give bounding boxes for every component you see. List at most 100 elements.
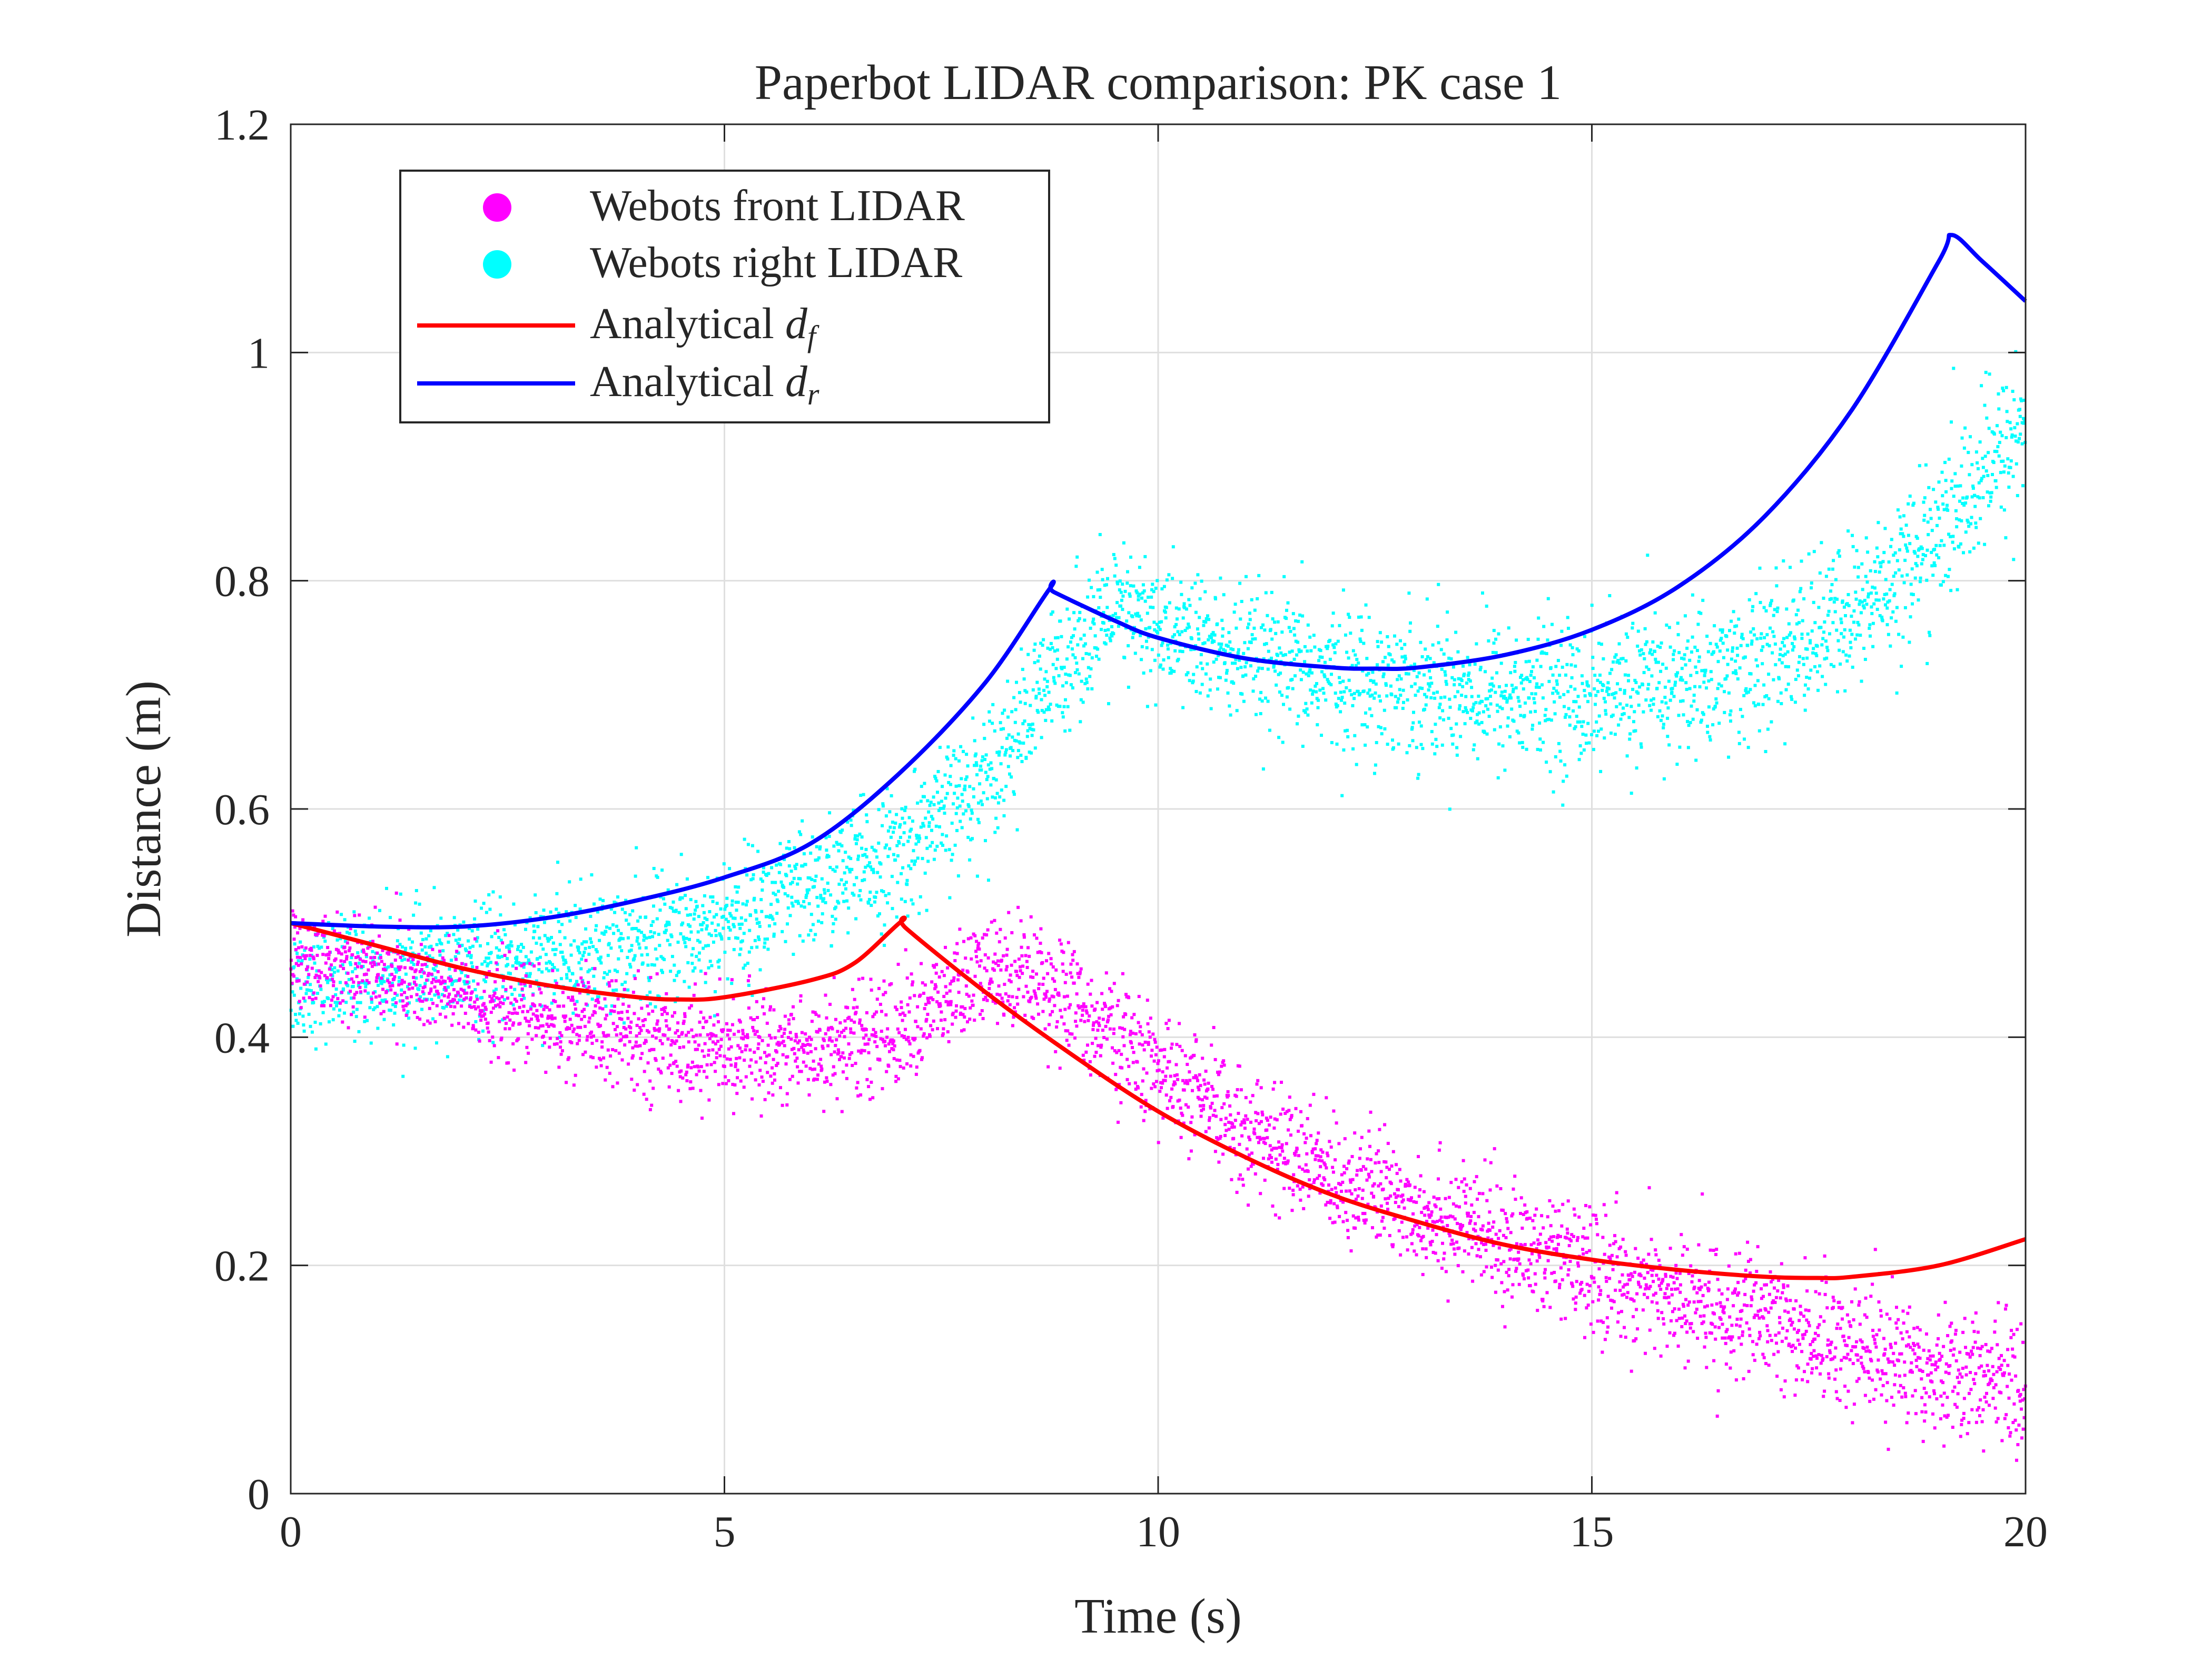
scatter-point bbox=[507, 1011, 511, 1014]
scatter-point bbox=[843, 1056, 846, 1060]
scatter-point bbox=[780, 1041, 784, 1045]
scatter-point bbox=[569, 999, 573, 1002]
scatter-point bbox=[631, 1046, 635, 1050]
scatter-point bbox=[733, 925, 736, 929]
scatter-point bbox=[903, 821, 906, 825]
scatter-point bbox=[457, 1022, 460, 1025]
scatter-point bbox=[1864, 536, 1868, 540]
scatter-point bbox=[853, 837, 857, 841]
scatter-point bbox=[1338, 624, 1341, 627]
scatter-point bbox=[548, 937, 551, 941]
scatter-point bbox=[508, 943, 512, 947]
scatter-point bbox=[857, 894, 861, 897]
scatter-point bbox=[1035, 680, 1039, 684]
scatter-point bbox=[528, 972, 532, 975]
scatter-point bbox=[344, 1001, 348, 1004]
scatter-point bbox=[837, 849, 841, 853]
scatter-point bbox=[355, 975, 359, 979]
scatter-point bbox=[1109, 639, 1112, 643]
scatter-point bbox=[1180, 630, 1184, 634]
scatter-point bbox=[1333, 651, 1337, 655]
scatter-point bbox=[390, 964, 394, 968]
scatter-point bbox=[903, 900, 907, 903]
scatter-point bbox=[1033, 661, 1036, 665]
scatter-point bbox=[452, 980, 456, 983]
scatter-point bbox=[1877, 521, 1880, 525]
scatter-point bbox=[739, 1079, 743, 1083]
scatter-point bbox=[978, 782, 982, 786]
scatter-point bbox=[558, 930, 561, 933]
scatter-point bbox=[712, 940, 715, 944]
scatter-point bbox=[644, 915, 648, 919]
scatter-point bbox=[476, 936, 479, 940]
scatter-point bbox=[828, 811, 832, 815]
scatter-point bbox=[1905, 546, 1909, 550]
scatter-point bbox=[448, 975, 452, 979]
scatter-point bbox=[1872, 602, 1876, 606]
scatter-point bbox=[700, 1049, 704, 1053]
scatter-point bbox=[1794, 678, 1798, 681]
scatter-point bbox=[412, 975, 416, 979]
scatter-point bbox=[1495, 703, 1499, 707]
scatter-point bbox=[710, 921, 714, 925]
scatter-point bbox=[866, 864, 870, 867]
scatter-point bbox=[436, 990, 439, 993]
scatter-point bbox=[1500, 707, 1504, 710]
scatter-point bbox=[521, 1010, 525, 1013]
scatter-point bbox=[648, 1079, 652, 1083]
scatter-point bbox=[1242, 699, 1246, 703]
scatter-point bbox=[941, 1034, 944, 1038]
scatter-point bbox=[1464, 706, 1467, 709]
scatter-point bbox=[1903, 606, 1907, 609]
scatter-point bbox=[1624, 659, 1628, 663]
scatter-point bbox=[542, 921, 546, 924]
scatter-point bbox=[736, 936, 739, 940]
scatter-point bbox=[1264, 591, 1268, 595]
scatter-point bbox=[589, 941, 593, 944]
scatter-point bbox=[790, 1048, 794, 1051]
scatter-point bbox=[1901, 635, 1905, 639]
scatter-point bbox=[734, 901, 738, 904]
scatter-point bbox=[381, 949, 384, 952]
scatter-point bbox=[364, 955, 368, 959]
scatter-point bbox=[536, 925, 540, 929]
scatter-point bbox=[1046, 705, 1050, 709]
scatter-point bbox=[711, 895, 715, 899]
scatter-point bbox=[1246, 626, 1250, 629]
scatter-point bbox=[309, 946, 313, 950]
scatter-point bbox=[1473, 663, 1477, 666]
scatter-point bbox=[1828, 632, 1831, 636]
scatter-point bbox=[1076, 643, 1080, 647]
scatter-point bbox=[594, 929, 598, 932]
scatter-point bbox=[1328, 682, 1331, 685]
scatter-point bbox=[1467, 678, 1470, 682]
scatter-point bbox=[1694, 758, 1698, 762]
scatter-point bbox=[1727, 691, 1731, 695]
scatter-point bbox=[1103, 584, 1107, 587]
scatter-point bbox=[1348, 616, 1351, 619]
scatter-point bbox=[1715, 701, 1719, 705]
scatter-point bbox=[1583, 689, 1586, 692]
scatter-point bbox=[1153, 658, 1157, 662]
scatter-point bbox=[1419, 743, 1423, 746]
scatter-point bbox=[592, 974, 596, 978]
scatter-point bbox=[1173, 633, 1176, 637]
scatter-point bbox=[1678, 678, 1682, 682]
scatter-point bbox=[564, 961, 568, 964]
scatter-point bbox=[743, 963, 747, 967]
scatter-point bbox=[1625, 754, 1629, 758]
scatter-point bbox=[1074, 671, 1077, 675]
scatter-point bbox=[735, 890, 739, 894]
scatter-point bbox=[2012, 398, 2016, 402]
scatter-point bbox=[635, 846, 638, 850]
scatter-point bbox=[1158, 665, 1162, 669]
scatter-point bbox=[2009, 459, 2013, 463]
scatter-point bbox=[391, 1003, 395, 1006]
scatter-point bbox=[637, 942, 640, 946]
scatter-point bbox=[361, 931, 365, 934]
scatter-point bbox=[1920, 547, 1924, 550]
scatter-point bbox=[1277, 736, 1281, 739]
scatter-point bbox=[952, 979, 955, 982]
scatter-point bbox=[305, 980, 309, 984]
